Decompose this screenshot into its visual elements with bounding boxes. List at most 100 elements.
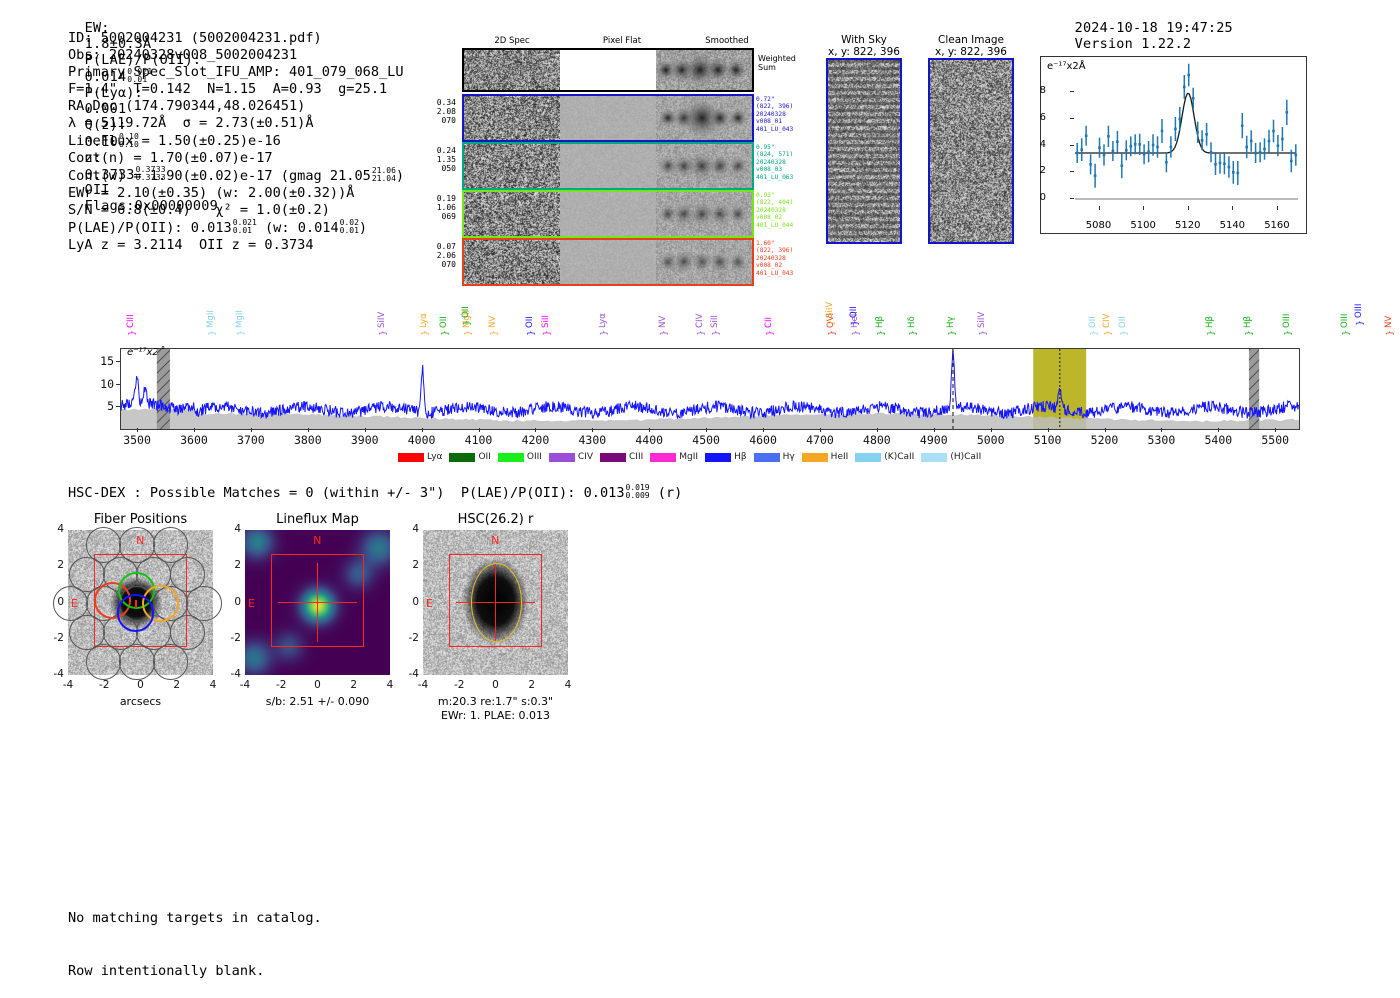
fiber-2dspec xyxy=(464,96,560,140)
legend-item: (K)CaII xyxy=(855,452,914,462)
emission-line-bracket: { xyxy=(461,320,471,326)
info-seeing: F=1.4" T=0.142 N=1.15 A=0.93 g=25.1 xyxy=(68,81,388,98)
cutout-ytick: -2 xyxy=(230,631,241,644)
emission-line-bracket: { xyxy=(1242,330,1253,336)
legend-swatch xyxy=(855,452,882,462)
line-profile-ytick-mark xyxy=(1070,91,1074,93)
legend-label: HeII xyxy=(830,452,849,462)
fiber-2dspec xyxy=(464,144,560,188)
source-info-block: ID: 5002004231 (5002004231.pdf) Obs: 202… xyxy=(68,30,404,254)
plae-value: 0.014 xyxy=(84,68,127,85)
legend-item: Lyα xyxy=(398,452,442,462)
cutout-xlabel-1: arcsecs xyxy=(119,695,162,708)
east-marker-2: E xyxy=(248,596,255,610)
fiber-circle xyxy=(186,585,222,622)
emission-line-label: SiII xyxy=(540,315,551,328)
spectrum-xtick-mark xyxy=(990,428,992,432)
spectrum-xtick: 5100 xyxy=(1033,433,1062,447)
info-lineflux: LineFlux = 1.50(±0.25)e-16 xyxy=(68,132,281,149)
fiber-row-1-id: 0.72" (822, 396) 20240328 v008_01 401_LU_043 xyxy=(756,96,794,133)
line-profile-svg xyxy=(1075,63,1298,200)
center-marker-1 xyxy=(135,600,138,609)
info-obs: Obs: 20240328v008_5002004231 xyxy=(68,47,298,64)
fiber-row-1-metrics: 0.34 2.08 070 xyxy=(436,98,456,125)
emission-line-label: OII xyxy=(524,316,535,328)
cutout-xtick: -2 xyxy=(276,679,287,691)
spectrum-xtick-mark xyxy=(763,428,765,432)
spectrum-xtick-mark xyxy=(819,428,821,432)
legend-item: OII xyxy=(449,452,491,462)
spectrum-xtick: 4700 xyxy=(806,433,834,447)
cutout-xtick: 2 xyxy=(528,679,536,691)
emission-line-bracket: { xyxy=(1088,330,1099,336)
z-label: z: xyxy=(84,149,102,166)
cutout-xtick: 2 xyxy=(350,679,358,691)
fiber-row-1 xyxy=(462,94,754,142)
line-profile-xtick: 5100 xyxy=(1130,220,1156,231)
fiber-row-4-metrics: 0.07 2.06 070 xyxy=(436,242,456,269)
footer-line-2: Row intentionally blank. xyxy=(68,962,265,979)
cutout-xtick: 4 xyxy=(564,679,572,691)
line-profile-ytick-mark xyxy=(1070,171,1074,173)
spectrum-ytick: 15 xyxy=(100,354,114,369)
z-lower: 0.3733 xyxy=(135,172,166,182)
emission-line-label: SiII xyxy=(709,315,720,328)
fiber-row-4-id: 1.60" (822, 396) 20240328 v008_02 401_LU_043 xyxy=(756,240,794,277)
line-profile-ytick-mark xyxy=(1070,144,1074,146)
spectrum-xtick: 4900 xyxy=(919,433,948,447)
fiber-smoothed xyxy=(656,96,752,140)
fiber-pixelflat xyxy=(560,144,656,188)
spectrum-xtick: 5300 xyxy=(1147,433,1176,447)
cutout-xtick: 4 xyxy=(386,679,394,691)
fiber-row-3-metrics: 0.19 1.06 069 xyxy=(436,194,456,221)
spectrum-xtick: 4000 xyxy=(407,433,436,447)
spectrum-xtick: 3500 xyxy=(123,433,151,447)
with-sky-caption: With Sky x, y: 822, 396 xyxy=(828,34,900,58)
cutout-ytick: 0 xyxy=(57,595,64,608)
legend-label: MgII xyxy=(679,452,699,462)
line-profile-xtick-mark xyxy=(1187,206,1189,210)
legend-item: MgII xyxy=(650,452,698,462)
emission-line-bracket: { xyxy=(825,320,836,326)
cutout-xtick: 0 xyxy=(314,679,321,691)
info-plae: P(LAE)/P(OII): 0.013 0.021 0.01 (w: 0.014 0… xyxy=(68,217,368,236)
line-profile-plot: e⁻¹⁷x2Å xyxy=(1040,56,1307,234)
legend-item: Hγ xyxy=(753,452,795,462)
spectrum-xtick: 4100 xyxy=(464,433,493,447)
clean-image-caption: Clean Image x, y: 822, 396 xyxy=(935,34,1007,58)
ew-label: EW: xyxy=(84,20,110,36)
line-profile-xtick: 5140 xyxy=(1219,220,1246,231)
fiber-circle-highlight-4 xyxy=(116,594,155,632)
emission-line-bracket: { xyxy=(524,330,535,336)
emission-line-bracket: { xyxy=(419,330,430,336)
plae-upper: 0.021 xyxy=(127,67,153,76)
emission-line-bracket: { xyxy=(462,330,473,336)
spectrum-xtick: 4600 xyxy=(749,433,777,447)
spectrum-xtick-mark xyxy=(1161,428,1163,432)
legend-swatch xyxy=(497,452,524,462)
fiber-smoothed xyxy=(656,144,752,188)
legend-item: Hβ xyxy=(705,452,747,462)
spectrum-ytick: 10 xyxy=(100,376,114,391)
emission-line-bracket: { xyxy=(826,330,837,336)
legend-swatch xyxy=(753,452,780,462)
footer-line-1: No matching targets in catalog. xyxy=(68,910,322,926)
cutout-sub1-2: s/b: 2.51 +/- 0.090 xyxy=(265,695,370,708)
emission-line-legend: Lyα OII OIII CIV CIII MgII Hβ Hγ HeII (K)CaII (H)C… xyxy=(398,452,981,462)
spectrum-xtick: 3700 xyxy=(237,433,265,447)
fiber-circle xyxy=(169,615,205,651)
line-profile-unit-label: e⁻¹⁷x2Å xyxy=(1047,61,1086,72)
emission-line-bracket: { xyxy=(206,330,217,336)
fiber-smoothed xyxy=(656,192,752,236)
plya-label: P(Lyα): xyxy=(84,84,143,101)
line-profile-ytick: 8 xyxy=(1039,85,1046,97)
cutout-ytick: -2 xyxy=(53,631,64,644)
fiber-row-2-id: 0.95" (824, 571) 20240328 v008_03 401_LU_063 xyxy=(756,144,794,181)
info-cont-n: Cont(n) = 1.70(±0.07)e-17 xyxy=(68,149,273,166)
crosshair-v-2 xyxy=(316,563,319,642)
emission-line-bracket: { xyxy=(1204,330,1215,336)
version-label: Version 1.22.2 xyxy=(1074,36,1192,52)
info-redshifts: LyA z = 3.2114 OII z = 0.3734 xyxy=(68,236,314,253)
spectrum-xtick: 4200 xyxy=(521,433,550,447)
fiber-row-3-id: 0.93" (822, 404) 20240328 v008_02 401_LU_044 xyxy=(756,192,794,229)
